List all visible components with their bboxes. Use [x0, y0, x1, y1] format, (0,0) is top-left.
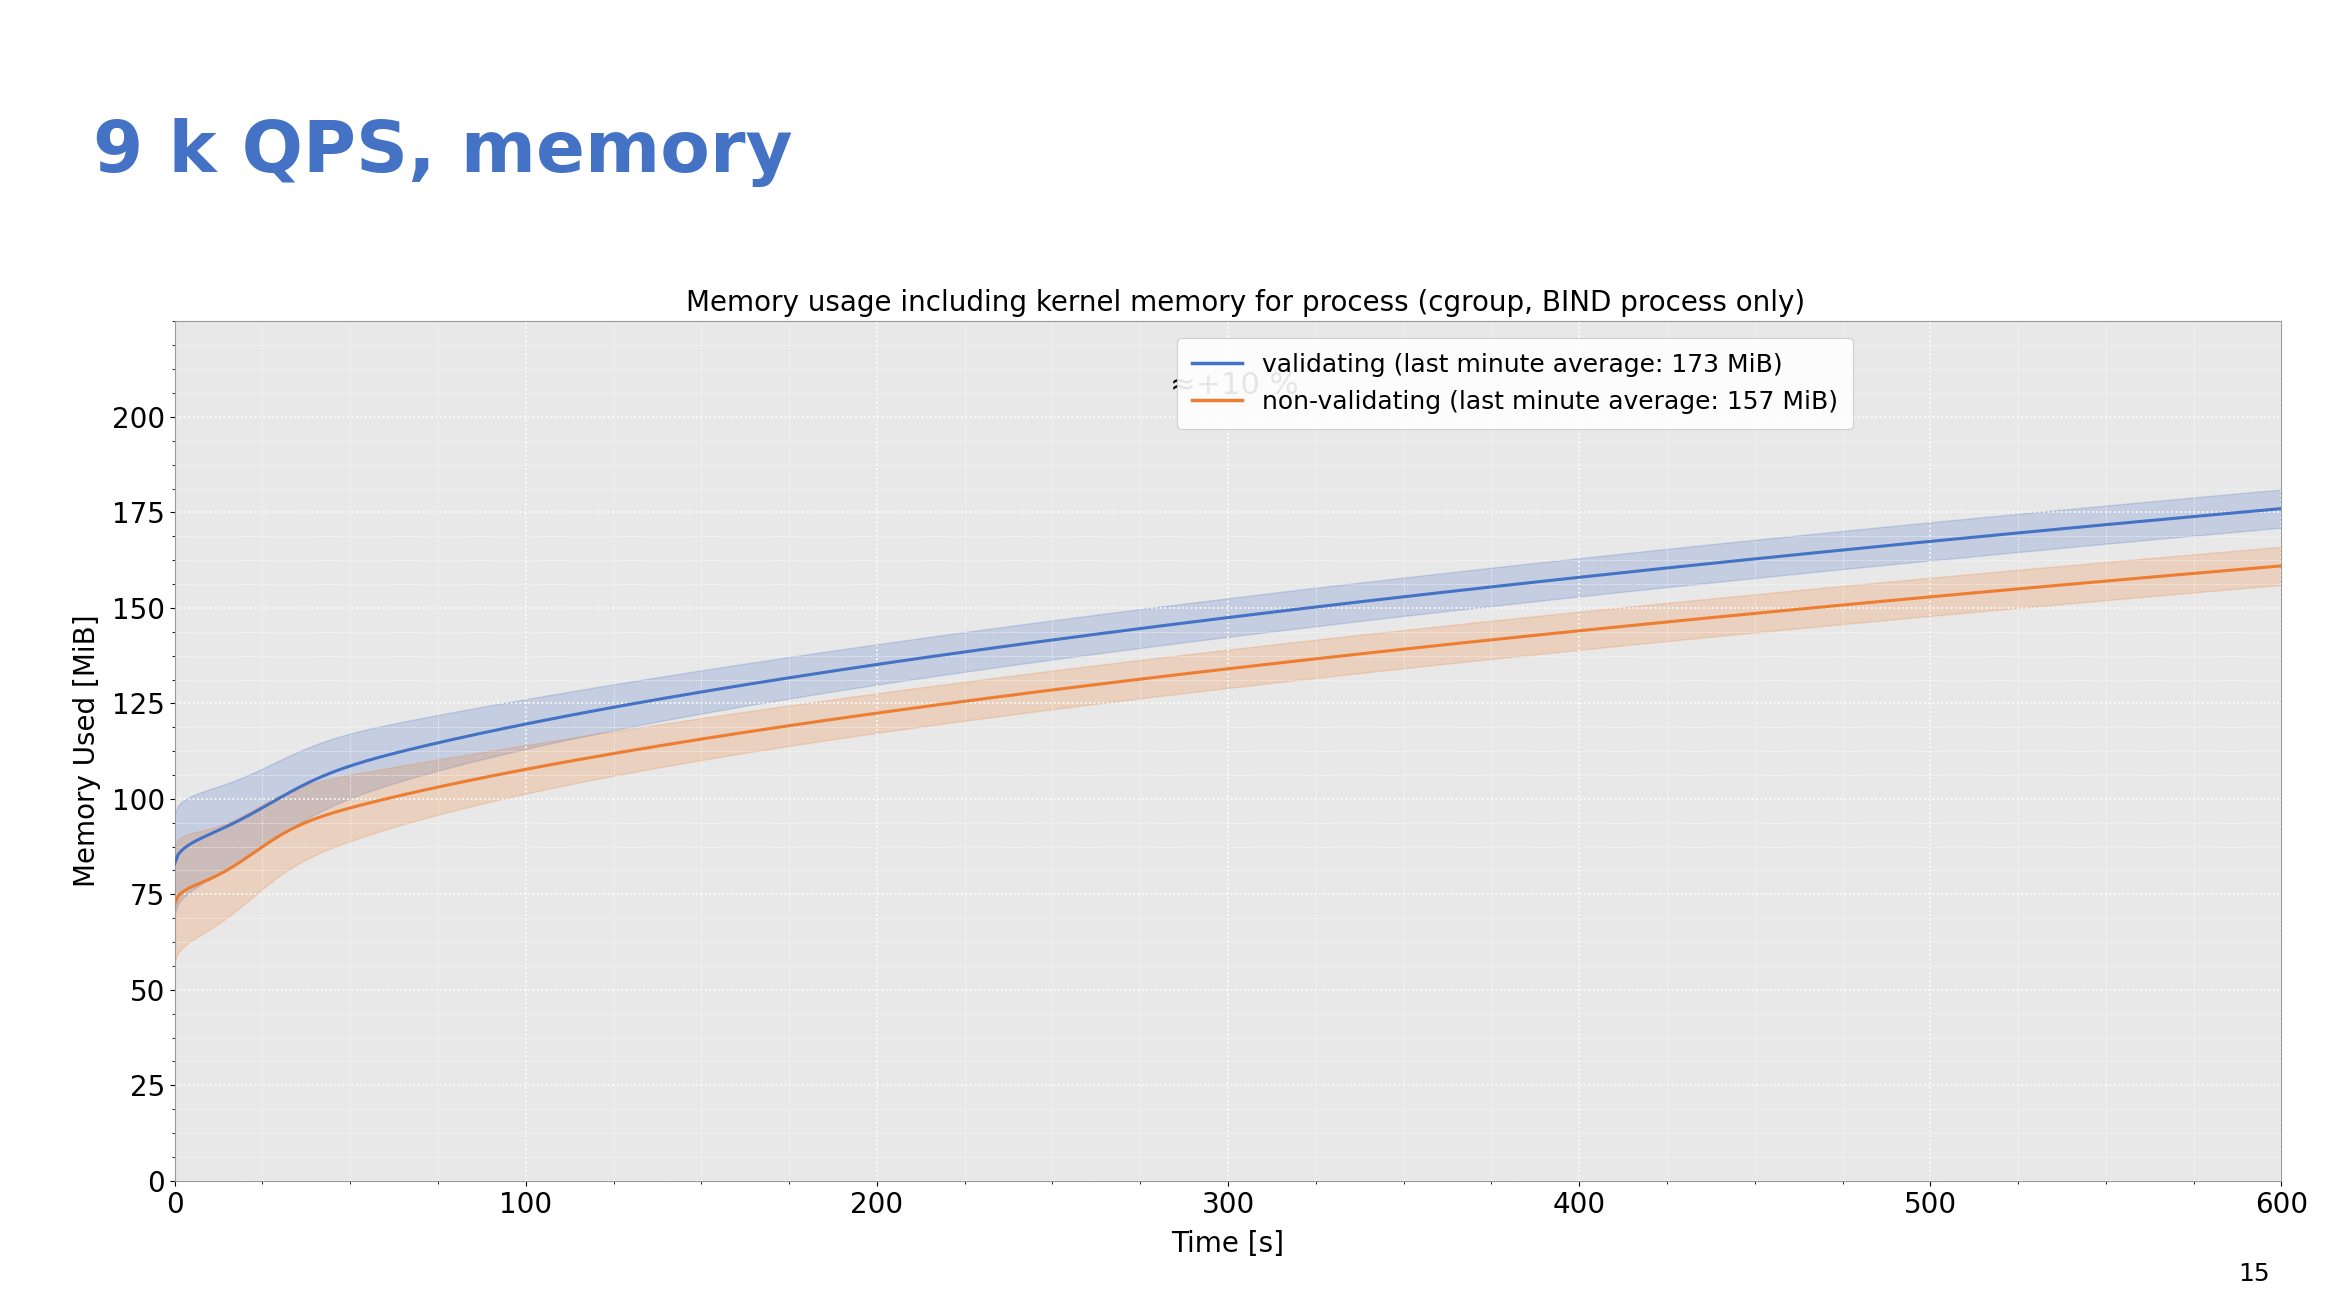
- Text: ≈+10 %: ≈+10 %: [1169, 371, 1299, 400]
- Text: 15: 15: [2237, 1262, 2270, 1286]
- Text: Memory usage including kernel memory for process (cgroup, BIND process only): Memory usage including kernel memory for…: [687, 289, 1804, 316]
- Y-axis label: Memory Used [MiB]: Memory Used [MiB]: [72, 615, 100, 887]
- Text: 9 k QPS, memory: 9 k QPS, memory: [93, 118, 794, 188]
- X-axis label: Time [s]: Time [s]: [1171, 1229, 1285, 1258]
- Legend: validating (last minute average: 173 MiB), non-validating (last minute average: : validating (last minute average: 173 MiB…: [1178, 338, 1853, 429]
